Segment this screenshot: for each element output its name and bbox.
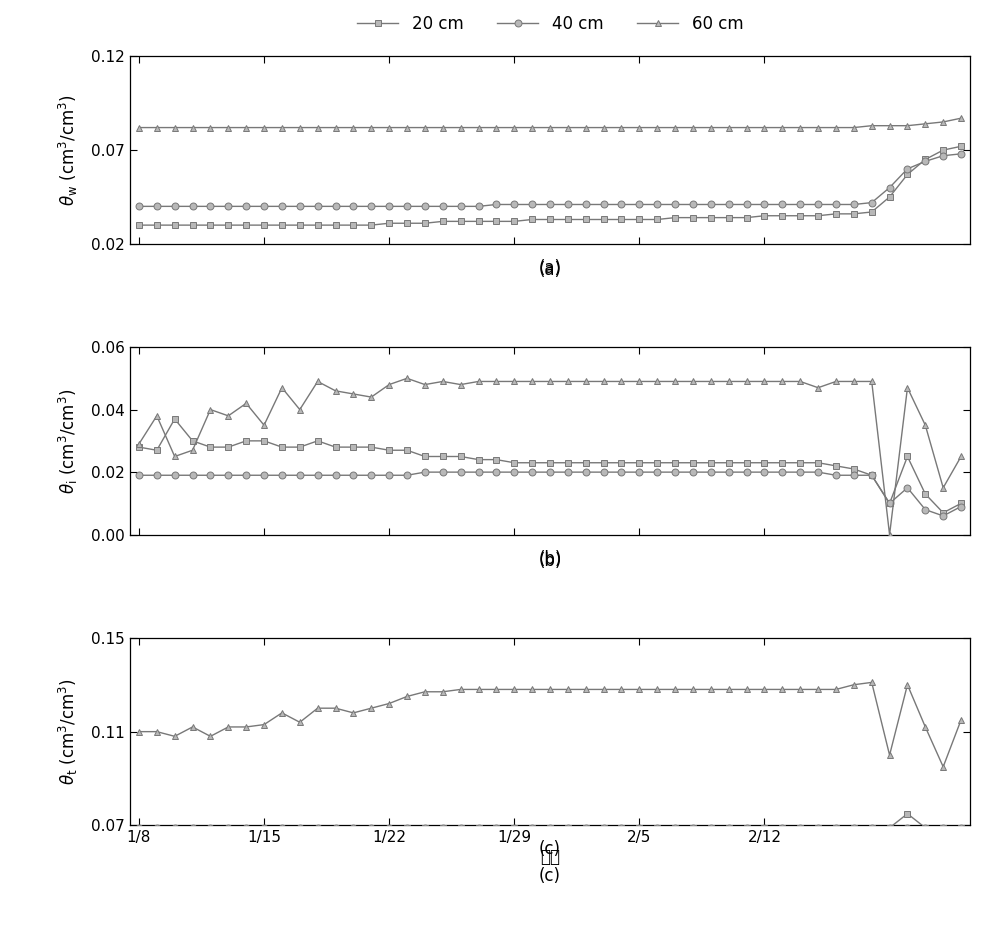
Legend: 20 cm, 40 cm, 60 cm: 20 cm, 40 cm, 60 cm bbox=[350, 8, 750, 39]
Text: (b): (b) bbox=[538, 550, 562, 567]
Y-axis label: $\theta_{\mathrm{i}}\ \mathrm{(cm^3/cm^3)}$: $\theta_{\mathrm{i}}\ \mathrm{(cm^3/cm^3… bbox=[57, 388, 80, 493]
Text: (b): (b) bbox=[538, 552, 562, 569]
Text: (c): (c) bbox=[539, 867, 561, 885]
Text: (c): (c) bbox=[539, 840, 561, 858]
Text: (a): (a) bbox=[538, 259, 562, 277]
Y-axis label: $\theta_{\mathrm{w}}\ \mathrm{(cm^3/cm^3)}$: $\theta_{\mathrm{w}}\ \mathrm{(cm^3/cm^3… bbox=[57, 95, 80, 205]
Text: (a): (a) bbox=[538, 261, 562, 279]
X-axis label: 日期: 日期 bbox=[540, 848, 560, 866]
Y-axis label: $\theta_{\mathrm{t}}\ \mathrm{(cm^3/cm^3)}$: $\theta_{\mathrm{t}}\ \mathrm{(cm^3/cm^3… bbox=[57, 678, 80, 785]
